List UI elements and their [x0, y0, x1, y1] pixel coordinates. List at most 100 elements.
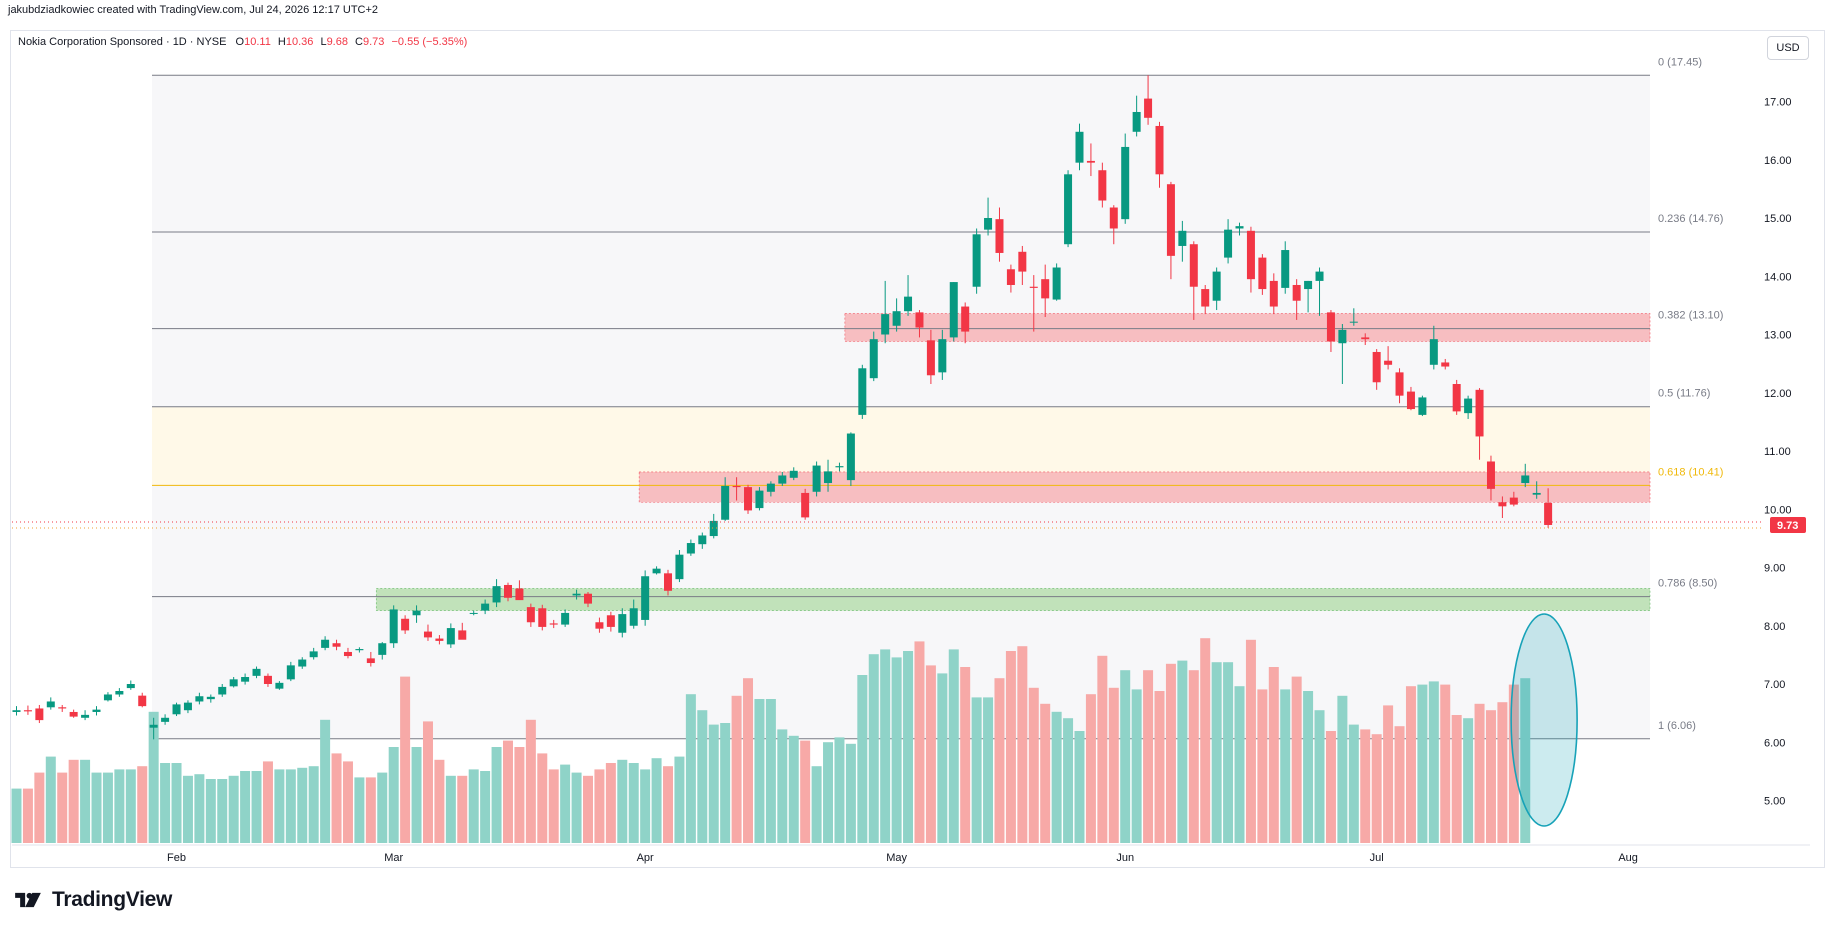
volume-bar — [960, 667, 971, 843]
candle-body — [1132, 111, 1141, 132]
volume-bar — [1085, 694, 1096, 843]
volume-bar — [240, 771, 251, 843]
fib-level-label: 0 (17.45) — [1658, 56, 1702, 68]
volume-bar — [1131, 689, 1142, 843]
y-tick-label: 9.00 — [1764, 563, 1785, 575]
candle-body — [1178, 230, 1187, 246]
volume-bar — [1223, 662, 1234, 843]
candle-body — [35, 708, 44, 721]
candle-body — [1418, 397, 1427, 415]
candle-body — [172, 704, 181, 715]
candle-body — [515, 588, 524, 601]
candle-body — [1029, 286, 1038, 288]
volume-bar — [628, 763, 639, 843]
candle-body — [1464, 398, 1473, 414]
volume-bar — [388, 747, 399, 843]
volume-bar — [1325, 731, 1336, 843]
volume-bar — [1337, 695, 1348, 843]
candle-body — [1224, 229, 1233, 258]
candle-body — [423, 631, 432, 638]
candle-body — [1486, 461, 1495, 489]
candle-body — [503, 584, 512, 598]
last-price-tag — [1770, 516, 1806, 533]
volume-bar — [377, 772, 388, 843]
resistance-zone — [844, 313, 1651, 342]
candle-body — [1052, 267, 1061, 300]
candle-body — [584, 593, 592, 604]
volume-bar — [262, 761, 273, 843]
candle-body — [1166, 184, 1175, 256]
candle-body — [1532, 492, 1541, 495]
volume-bar — [1063, 718, 1074, 843]
high-label: H — [277, 36, 286, 48]
candle-body — [481, 603, 490, 611]
volume-bar — [1188, 670, 1199, 843]
candle-body — [949, 282, 958, 338]
candle-body — [1361, 337, 1370, 340]
volume-bar — [1257, 689, 1268, 843]
candle-body — [469, 612, 478, 614]
fib-level-label: 0.5 (11.76) — [1658, 388, 1710, 400]
candle-body — [755, 490, 764, 509]
candle-body — [46, 701, 55, 708]
volume-bar — [1303, 691, 1314, 843]
candle-body — [1086, 160, 1095, 163]
volume-bar — [400, 676, 411, 843]
candle-body — [778, 475, 787, 484]
highlight-oval — [1510, 613, 1578, 827]
volume-bar — [434, 759, 445, 843]
volume-bar — [605, 763, 616, 843]
candle-body — [286, 665, 295, 680]
y-tick-label: 6.00 — [1764, 737, 1785, 749]
candle-body — [1235, 226, 1244, 229]
volume-bar — [297, 767, 308, 843]
candle-body — [218, 686, 227, 695]
volume-bar — [1383, 705, 1394, 843]
volume-bar — [228, 775, 239, 843]
candle-body — [458, 630, 467, 640]
volume-bar — [891, 657, 902, 843]
volume-bar — [68, 759, 79, 843]
volume-bar — [160, 763, 171, 843]
candle-body — [161, 717, 170, 722]
candle-body — [1326, 312, 1335, 342]
volume-bar — [754, 699, 765, 843]
candle-body — [869, 339, 878, 379]
volume-bar — [765, 699, 776, 843]
fib-band — [152, 75, 1650, 232]
attribution: jakubdziadkowiec created with TradingVie… — [8, 4, 379, 16]
currency-button[interactable]: USD — [1767, 36, 1809, 60]
candle-body — [1384, 360, 1393, 365]
candle-body — [915, 312, 924, 328]
volume-bar — [1463, 718, 1474, 843]
volume-bar — [1268, 667, 1279, 843]
candle-body — [1338, 329, 1347, 344]
candle-body — [321, 639, 330, 648]
volume-bar — [102, 772, 113, 843]
candle-body — [58, 707, 67, 709]
volume-bar — [1314, 710, 1325, 843]
volume-bar — [834, 737, 845, 843]
y-tick-label: 13.00 — [1764, 330, 1792, 342]
candle-body — [309, 651, 318, 658]
symbol-title: Nokia Corporation Sponsored · 1D · NYSE — [18, 36, 227, 48]
tradingview-logo[interactable]: TradingView — [10, 888, 172, 912]
candle-body — [686, 543, 695, 554]
volume-bar — [422, 721, 433, 843]
candle-body — [595, 622, 604, 629]
candle-body — [835, 466, 844, 468]
volume-bar — [571, 772, 582, 843]
candle-body — [938, 339, 947, 373]
candle-body — [275, 682, 284, 689]
candle-body — [1304, 280, 1313, 290]
candle-body — [675, 554, 684, 580]
volume-bar — [868, 654, 879, 843]
volume-bar — [1440, 684, 1451, 843]
low-label: L — [320, 36, 327, 48]
candle-body — [195, 696, 204, 702]
volume-bar — [514, 747, 525, 843]
candle-body — [149, 724, 158, 728]
candle-body — [1258, 257, 1267, 290]
volume-bar — [11, 788, 22, 843]
